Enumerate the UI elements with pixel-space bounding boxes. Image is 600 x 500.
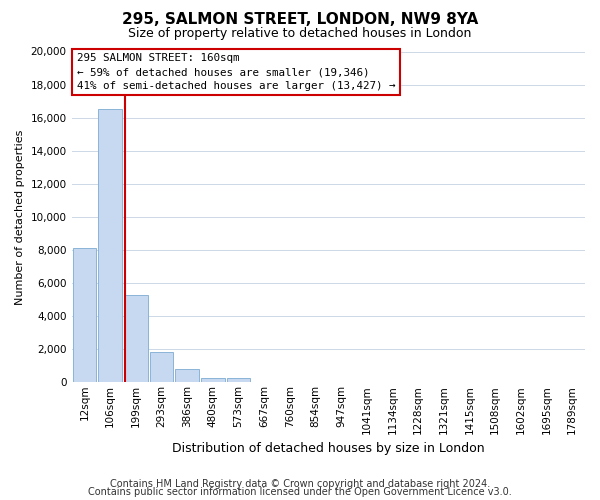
Text: 295, SALMON STREET, LONDON, NW9 8YA: 295, SALMON STREET, LONDON, NW9 8YA [122,12,478,28]
Bar [149,352,173,382]
Text: Contains HM Land Registry data © Crown copyright and database right 2024.: Contains HM Land Registry data © Crown c… [110,479,490,489]
Y-axis label: Number of detached properties: Number of detached properties [15,129,25,304]
Bar [98,110,122,382]
Bar [201,378,224,382]
Bar [227,378,250,382]
Bar [175,369,199,382]
Text: 295 SALMON STREET: 160sqm
← 59% of detached houses are smaller (19,346)
41% of s: 295 SALMON STREET: 160sqm ← 59% of detac… [77,53,395,91]
Bar [73,248,96,382]
Text: Contains public sector information licensed under the Open Government Licence v3: Contains public sector information licen… [88,487,512,497]
X-axis label: Distribution of detached houses by size in London: Distribution of detached houses by size … [172,442,485,455]
Bar [124,294,148,382]
Text: Size of property relative to detached houses in London: Size of property relative to detached ho… [128,28,472,40]
